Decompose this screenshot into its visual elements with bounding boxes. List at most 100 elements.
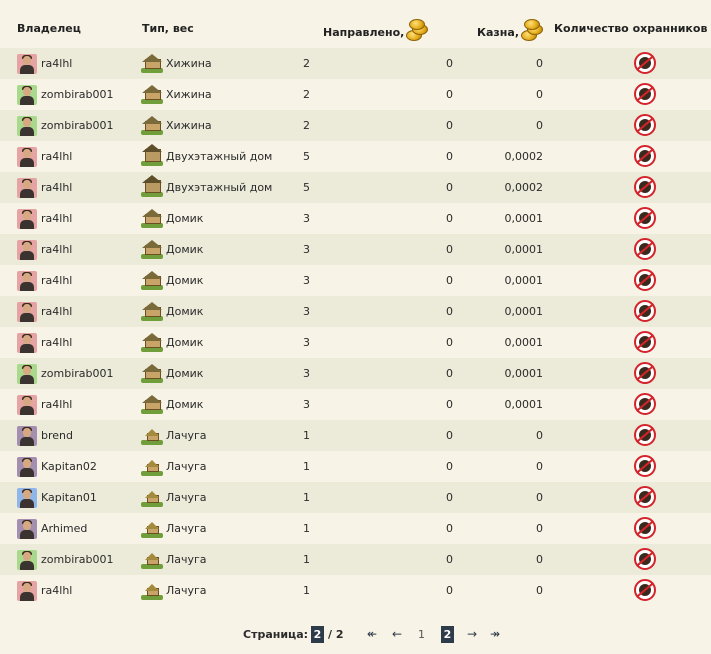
- owner-name[interactable]: ra4lhl: [41, 181, 73, 194]
- house-icon: [141, 394, 163, 414]
- buildings-table: Владелец Тип, вес Направлено, Казна, Кол…: [0, 0, 711, 606]
- guard-shield-icon[interactable]: [634, 362, 656, 384]
- guard-shield-icon[interactable]: [634, 486, 656, 508]
- avatar[interactable]: [17, 240, 37, 260]
- header-treasury[interactable]: Казна,: [461, 19, 543, 44]
- treasury-value: 0: [536, 57, 543, 70]
- table-row[interactable]: ra4lhl Двухэтажный дом 5 0 0,0002: [0, 141, 711, 172]
- header-guards[interactable]: Количество охранников: [554, 22, 708, 35]
- avatar[interactable]: [17, 209, 37, 229]
- table-row[interactable]: ra4lhl Хижина 2 0 0: [0, 48, 711, 79]
- guard-shield-icon[interactable]: [634, 331, 656, 353]
- owner-name[interactable]: ra4lhl: [41, 305, 73, 318]
- avatar[interactable]: [17, 147, 37, 167]
- table-row[interactable]: ra4lhl Домик 3 0 0,0001: [0, 296, 711, 327]
- table-row[interactable]: zombirab001 Домик 3 0 0,0001: [0, 358, 711, 389]
- owner-name[interactable]: Kapitan02: [41, 460, 97, 473]
- owner-name[interactable]: zombirab001: [41, 119, 114, 132]
- avatar[interactable]: [17, 457, 37, 477]
- table-row[interactable]: zombirab001 Хижина 2 0 0: [0, 79, 711, 110]
- avatar[interactable]: [17, 519, 37, 539]
- last-page-button[interactable]: ↠: [490, 627, 501, 641]
- building-type: Домик: [166, 243, 204, 256]
- sent-value: 0: [446, 398, 453, 411]
- building-type: Домик: [166, 398, 204, 411]
- avatar[interactable]: [17, 550, 37, 570]
- guard-shield-icon[interactable]: [634, 517, 656, 539]
- owner-name[interactable]: Kapitan01: [41, 491, 97, 504]
- avatar[interactable]: [17, 364, 37, 384]
- owner-name[interactable]: ra4lhl: [41, 150, 73, 163]
- avatar[interactable]: [17, 488, 37, 508]
- prev-page-button[interactable]: ←: [392, 627, 403, 641]
- house-icon: [141, 239, 163, 259]
- table-row[interactable]: Kapitan01 Лачуга 1 0 0: [0, 482, 711, 513]
- owner-name[interactable]: ra4lhl: [41, 274, 73, 287]
- table-row[interactable]: zombirab001 Хижина 2 0 0: [0, 110, 711, 141]
- owner-name[interactable]: ra4lhl: [41, 584, 73, 597]
- page-1-link[interactable]: 1: [418, 628, 425, 641]
- table-row[interactable]: ra4lhl Домик 3 0 0,0001: [0, 265, 711, 296]
- treasury-value: 0: [536, 119, 543, 132]
- owner-name[interactable]: ra4lhl: [41, 243, 73, 256]
- avatar[interactable]: [17, 395, 37, 415]
- owner-name[interactable]: zombirab001: [41, 553, 114, 566]
- guard-shield-icon[interactable]: [634, 424, 656, 446]
- guard-shield-icon[interactable]: [634, 238, 656, 260]
- owner-name[interactable]: ra4lhl: [41, 212, 73, 225]
- first-page-button[interactable]: ↞: [367, 627, 378, 641]
- header-type[interactable]: Тип, вес: [142, 22, 194, 35]
- table-body: ra4lhl Хижина 2 0 0 zombirab001 Хижина 2 0 0 zombi…: [0, 48, 711, 606]
- guard-shield-icon[interactable]: [634, 176, 656, 198]
- avatar[interactable]: [17, 85, 37, 105]
- guard-shield-icon[interactable]: [634, 52, 656, 74]
- avatar[interactable]: [17, 271, 37, 291]
- guard-shield-icon[interactable]: [634, 548, 656, 570]
- avatar[interactable]: [17, 116, 37, 136]
- header-owner[interactable]: Владелец: [17, 22, 81, 35]
- owner-name[interactable]: zombirab001: [41, 88, 114, 101]
- table-row[interactable]: ra4lhl Двухэтажный дом 5 0 0,0002: [0, 172, 711, 203]
- owner-name[interactable]: ra4lhl: [41, 336, 73, 349]
- table-row[interactable]: Kapitan02 Лачуга 1 0 0: [0, 451, 711, 482]
- guard-shield-icon[interactable]: [634, 269, 656, 291]
- guard-shield-icon[interactable]: [634, 207, 656, 229]
- guard-shield-icon[interactable]: [634, 579, 656, 601]
- owner-name[interactable]: ra4lhl: [41, 398, 73, 411]
- guard-shield-icon[interactable]: [634, 300, 656, 322]
- table-row[interactable]: ra4lhl Лачуга 1 0 0: [0, 575, 711, 606]
- building-weight: 3: [303, 243, 310, 256]
- table-row[interactable]: ra4lhl Домик 3 0 0,0001: [0, 234, 711, 265]
- table-row[interactable]: ra4lhl Домик 3 0 0,0001: [0, 327, 711, 358]
- sent-value: 0: [446, 460, 453, 473]
- owner-name[interactable]: Arhimed: [41, 522, 88, 535]
- sent-value: 0: [446, 88, 453, 101]
- guard-shield-icon[interactable]: [634, 145, 656, 167]
- table-row[interactable]: ra4lhl Домик 3 0 0,0001: [0, 203, 711, 234]
- avatar[interactable]: [17, 302, 37, 322]
- avatar[interactable]: [17, 581, 37, 601]
- avatar[interactable]: [17, 333, 37, 353]
- owner-name[interactable]: zombirab001: [41, 367, 114, 380]
- table-row[interactable]: zombirab001 Лачуга 1 0 0: [0, 544, 711, 575]
- table-row[interactable]: Arhimed Лачуга 1 0 0: [0, 513, 711, 544]
- avatar[interactable]: [17, 426, 37, 446]
- avatar[interactable]: [17, 54, 37, 74]
- guard-shield-icon[interactable]: [634, 393, 656, 415]
- next-page-button[interactable]: →: [467, 627, 478, 641]
- avatar[interactable]: [17, 178, 37, 198]
- table-row[interactable]: ra4lhl Домик 3 0 0,0001: [0, 389, 711, 420]
- building-type: Лачуга: [166, 553, 207, 566]
- house-icon: [141, 84, 163, 104]
- guard-shield-icon[interactable]: [634, 83, 656, 105]
- building-type: Домик: [166, 212, 204, 225]
- table-row[interactable]: brend Лачуга 1 0 0: [0, 420, 711, 451]
- building-weight: 3: [303, 336, 310, 349]
- guard-shield-icon[interactable]: [634, 455, 656, 477]
- owner-name[interactable]: brend: [41, 429, 73, 442]
- guard-shield-icon[interactable]: [634, 114, 656, 136]
- building-weight: 3: [303, 274, 310, 287]
- header-sent[interactable]: Направлено,: [323, 19, 429, 44]
- building-weight: 1: [303, 584, 310, 597]
- owner-name[interactable]: ra4lhl: [41, 57, 73, 70]
